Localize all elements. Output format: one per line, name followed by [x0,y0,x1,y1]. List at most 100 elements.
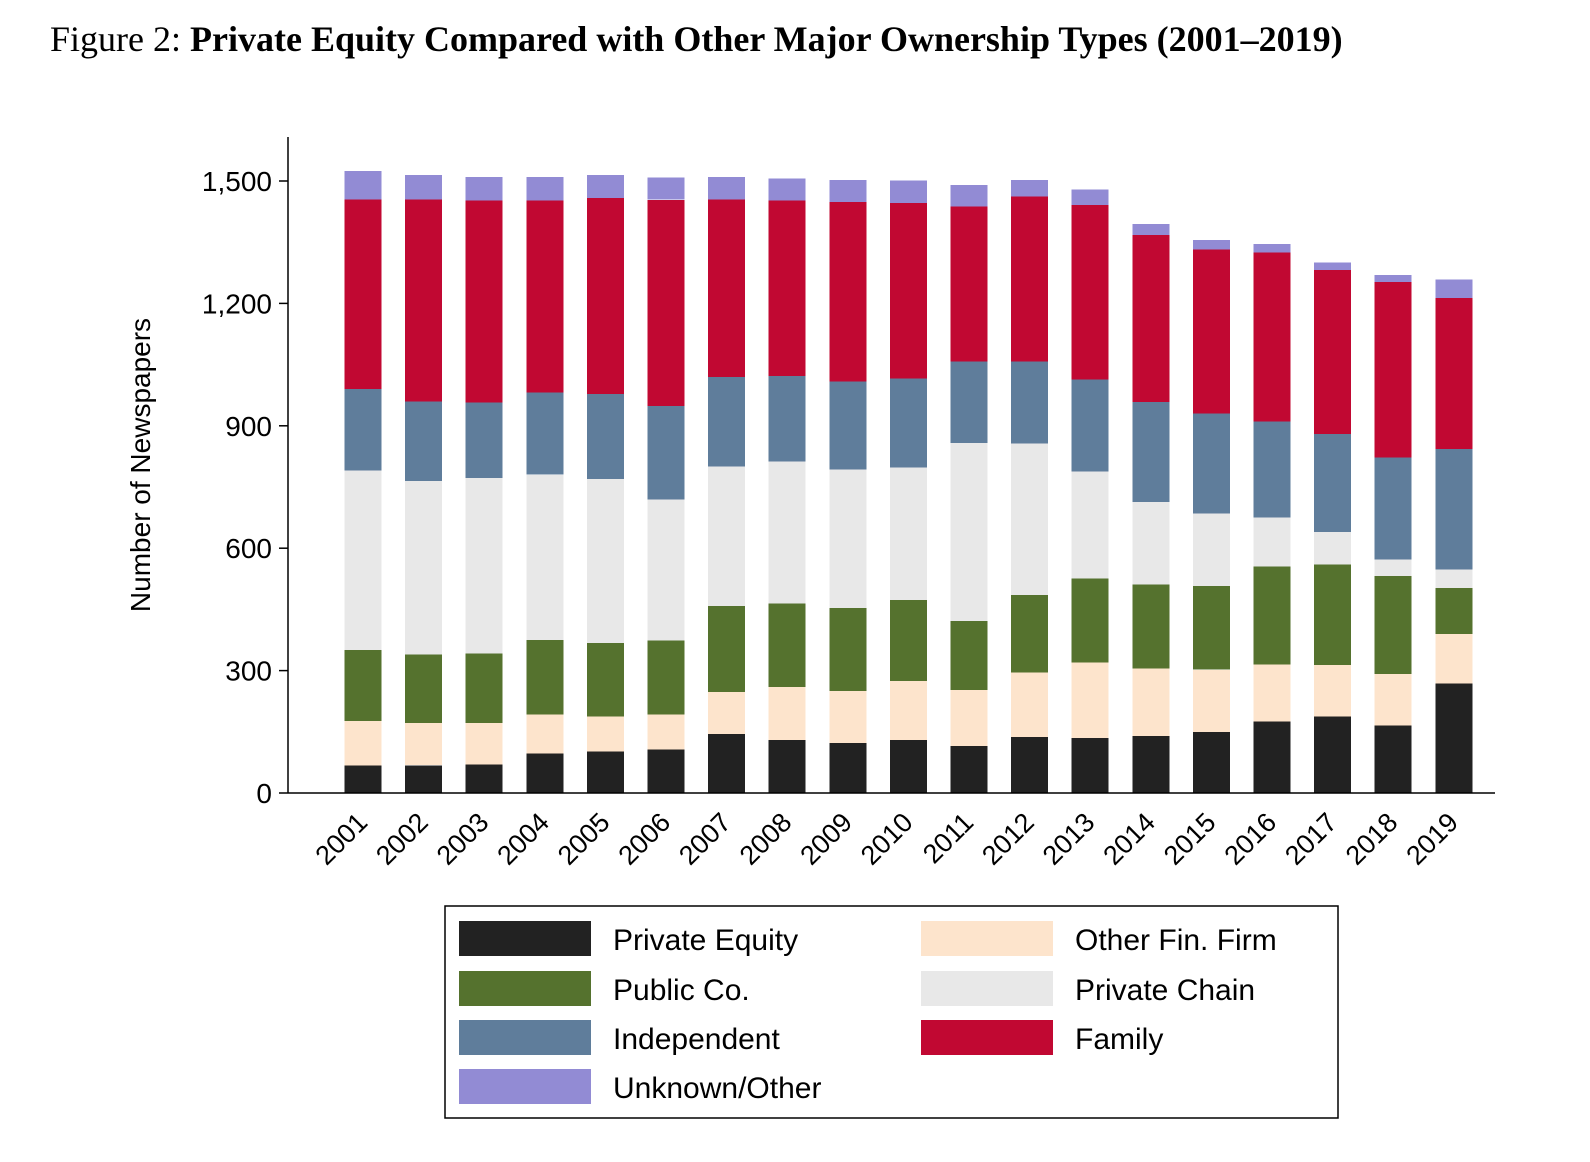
bar-public-co-2010 [889,600,927,681]
bar-private-equity-2001 [344,765,382,793]
bar-public-co-2001 [344,650,382,722]
bar-other-fin-firm-2014 [1132,668,1170,736]
legend-label-private-chain: Private Chain [1075,974,1255,1007]
bar-family-2015 [1192,249,1230,414]
bar-other-fin-firm-2012 [1011,672,1049,738]
bar-private-chain-2015 [1192,513,1230,587]
bar-public-co-2011 [950,620,988,691]
bar-independent-2017 [1314,434,1352,532]
bar-family-2005 [586,198,624,394]
bar-independent-2016 [1253,421,1291,518]
bar-other-fin-firm-2004 [526,714,564,754]
x-tick-label-2014: 2014 [1097,807,1161,871]
figure-title: Figure 2: Private Equity Compared with O… [50,18,1570,60]
bar-public-co-2003 [465,653,503,723]
bar-family-2002 [405,199,443,402]
bar-other-fin-firm-2008 [768,686,806,740]
bar-private-equity-2005 [586,751,624,793]
bar-public-co-2019 [1435,588,1473,634]
bar-other-fin-firm-2018 [1374,673,1412,726]
bar-private-equity-2012 [1011,737,1049,793]
legend: Private Equity Other Fin. Firm Public Co. P… [444,905,1339,1119]
bar-unknown-other-2015 [1192,240,1230,250]
bar-other-fin-firm-2005 [586,716,624,752]
x-tick-label-2013: 2013 [1037,807,1101,871]
bar-private-chain-2018 [1374,559,1412,576]
bar-family-2001 [344,199,382,390]
bar-independent-2011 [950,361,988,443]
x-tick-label-2002: 2002 [370,807,434,871]
x-tick-label-2011: 2011 [917,807,979,869]
bar-family-2012 [1011,196,1049,362]
bar-public-co-2016 [1253,566,1291,665]
bar-public-co-2005 [586,642,624,717]
legend-label-public-co: Public Co. [613,974,750,1007]
bar-other-fin-firm-2017 [1314,664,1352,717]
x-tick-label-2001: 2001 [310,807,374,871]
bar-private-chain-2012 [1011,443,1049,596]
bar-public-co-2013 [1071,578,1109,663]
bar-private-equity-2006 [647,749,685,793]
legend-swatch-other-fin-firm [921,921,1053,956]
bar-unknown-other-2019 [1435,279,1473,299]
bar-other-fin-firm-2015 [1192,669,1230,732]
bar-public-co-2004 [526,640,564,715]
legend-swatch-public-co [459,971,591,1006]
bar-private-chain-2017 [1314,531,1352,565]
x-tick-label-2015: 2015 [1158,807,1222,871]
bar-unknown-other-2009 [829,179,867,203]
x-tick-label-2005: 2005 [552,807,616,871]
bar-independent-2009 [829,381,867,470]
bar-unknown-other-2003 [465,176,503,201]
y-axis-title: Number of Newspapers [125,318,156,612]
bar-independent-2003 [465,402,503,478]
x-tick-label-2003: 2003 [431,807,495,871]
bar-other-fin-firm-2006 [647,714,685,750]
legend-swatch-family [921,1020,1053,1055]
x-tick-label-2016: 2016 [1219,807,1283,871]
x-tick-label-2009: 2009 [794,807,858,871]
bar-unknown-other-2016 [1253,244,1291,253]
bar-private-equity-2018 [1374,725,1412,793]
x-tick-label-2007: 2007 [673,807,737,871]
x-tick-label-2010: 2010 [855,807,919,871]
bar-private-chain-2002 [405,480,443,655]
bar-private-chain-2013 [1071,471,1109,579]
bar-independent-2018 [1374,457,1412,560]
x-tick-label-2008: 2008 [734,807,798,871]
bar-private-equity-2014 [1132,735,1170,793]
bar-public-co-2012 [1011,595,1049,673]
bar-independent-2008 [768,376,806,462]
bar-other-fin-firm-2007 [708,691,746,734]
bar-unknown-other-2013 [1071,189,1109,206]
legend-swatch-private-chain [921,971,1053,1006]
bar-other-fin-firm-2010 [889,680,927,740]
bar-private-chain-2007 [708,466,746,607]
bar-family-2013 [1071,205,1109,380]
legend-label-unknown-other: Unknown/Other [613,1072,821,1105]
bar-independent-2015 [1192,413,1230,514]
legend-box [444,905,1339,1119]
legend-label-independent: Independent [613,1023,780,1056]
bar-private-chain-2003 [465,478,503,654]
bar-independent-2001 [344,389,382,471]
bar-family-2004 [526,200,564,393]
bar-public-co-2006 [647,640,685,715]
bar-other-fin-firm-2002 [405,722,443,766]
y-tick-label-900: 900 [225,411,272,442]
bar-independent-2002 [405,401,443,481]
bar-other-fin-firm-2011 [950,690,988,747]
bar-private-chain-2014 [1132,502,1170,585]
x-tick-label-2012: 2012 [976,807,1040,871]
y-tick-label-0: 0 [256,778,272,809]
legend-swatch-independent [459,1020,591,1055]
bar-private-chain-2010 [889,467,927,600]
bar-private-equity-2009 [829,742,867,793]
bar-private-chain-2016 [1253,517,1291,567]
bar-public-co-2018 [1374,575,1412,674]
bar-unknown-other-2018 [1374,274,1412,283]
bar-unknown-other-2005 [586,174,624,199]
bar-private-equity-2007 [708,733,746,793]
bar-public-co-2002 [405,654,443,723]
